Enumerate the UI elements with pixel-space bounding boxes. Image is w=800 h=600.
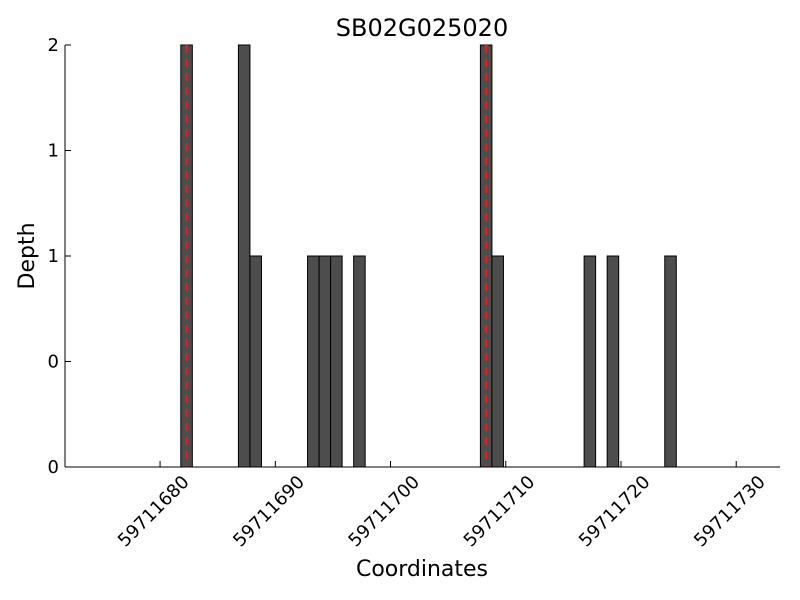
bar xyxy=(491,255,504,468)
y-tick-label: 0 xyxy=(48,352,59,373)
bar xyxy=(237,44,251,468)
bar xyxy=(583,255,597,468)
y-tick-label: 1 xyxy=(48,141,59,162)
x-axis-label: Coordinates xyxy=(356,557,488,582)
bar xyxy=(249,255,262,468)
bar xyxy=(318,255,332,468)
x-tick-label: 59711690 xyxy=(229,472,309,552)
bar xyxy=(606,255,620,468)
y-tick-label: 1 xyxy=(48,246,59,267)
x-tick-label: 59711720 xyxy=(575,472,655,552)
y-tick-label: 2 xyxy=(48,35,59,56)
bar xyxy=(307,255,320,468)
bar xyxy=(353,255,366,468)
x-tick-label: 59711710 xyxy=(460,472,540,552)
x-tick-label: 59711730 xyxy=(690,472,770,552)
bar xyxy=(664,255,677,468)
y-axis-label: Depth xyxy=(15,222,40,289)
bar xyxy=(330,255,343,468)
x-tick-label: 59711680 xyxy=(114,472,194,552)
y-tick-label: 0 xyxy=(48,457,59,478)
chart-title: SB02G025020 xyxy=(336,14,508,42)
x-tick-label: 59711700 xyxy=(344,472,424,552)
